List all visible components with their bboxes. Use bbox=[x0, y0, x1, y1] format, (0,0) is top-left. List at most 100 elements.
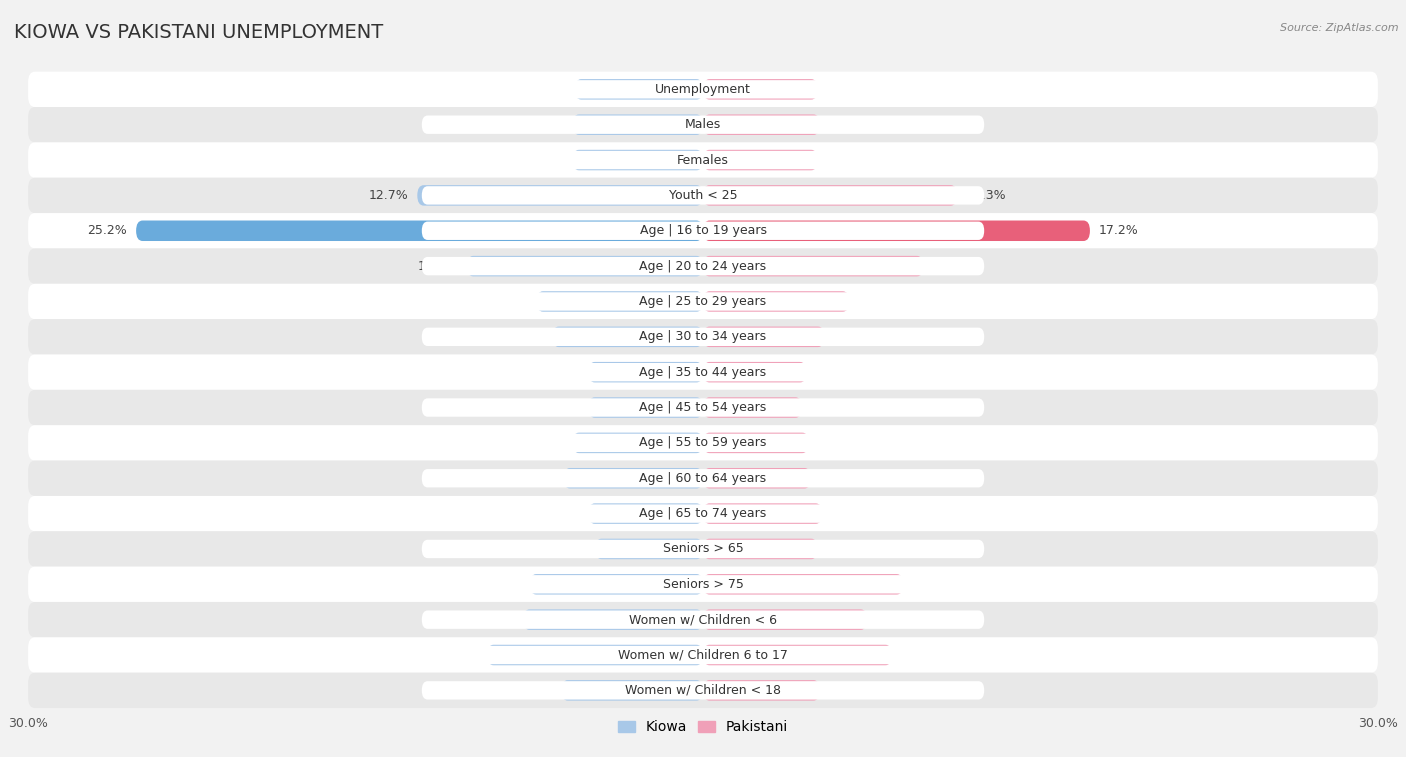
FancyBboxPatch shape bbox=[703, 326, 824, 347]
FancyBboxPatch shape bbox=[703, 291, 849, 312]
Text: 5.1%: 5.1% bbox=[547, 507, 579, 520]
FancyBboxPatch shape bbox=[572, 150, 703, 170]
Text: Seniors > 65: Seniors > 65 bbox=[662, 543, 744, 556]
Text: 4.6%: 4.6% bbox=[815, 366, 848, 378]
Text: Seniors > 75: Seniors > 75 bbox=[662, 578, 744, 590]
Text: 5.1%: 5.1% bbox=[827, 83, 859, 96]
FancyBboxPatch shape bbox=[703, 574, 903, 594]
Text: 10.5%: 10.5% bbox=[418, 260, 458, 273]
FancyBboxPatch shape bbox=[422, 222, 984, 240]
Text: Age | 35 to 44 years: Age | 35 to 44 years bbox=[640, 366, 766, 378]
FancyBboxPatch shape bbox=[595, 539, 703, 559]
Text: 17.2%: 17.2% bbox=[1099, 224, 1139, 237]
FancyBboxPatch shape bbox=[422, 575, 984, 593]
FancyBboxPatch shape bbox=[422, 257, 984, 276]
FancyBboxPatch shape bbox=[703, 256, 924, 276]
FancyBboxPatch shape bbox=[28, 178, 1378, 213]
Text: 12.7%: 12.7% bbox=[368, 189, 408, 202]
FancyBboxPatch shape bbox=[28, 496, 1378, 531]
FancyBboxPatch shape bbox=[703, 114, 820, 135]
FancyBboxPatch shape bbox=[28, 248, 1378, 284]
Text: 5.1%: 5.1% bbox=[827, 154, 859, 167]
FancyBboxPatch shape bbox=[703, 433, 808, 453]
FancyBboxPatch shape bbox=[703, 150, 818, 170]
FancyBboxPatch shape bbox=[588, 397, 703, 418]
FancyBboxPatch shape bbox=[588, 503, 703, 524]
Text: 9.8%: 9.8% bbox=[932, 260, 965, 273]
Text: 5.4%: 5.4% bbox=[834, 330, 865, 344]
Text: Females: Females bbox=[678, 154, 728, 167]
FancyBboxPatch shape bbox=[28, 319, 1378, 354]
FancyBboxPatch shape bbox=[467, 256, 703, 276]
Text: 4.8%: 4.8% bbox=[820, 472, 852, 484]
Text: Age | 45 to 54 years: Age | 45 to 54 years bbox=[640, 401, 766, 414]
FancyBboxPatch shape bbox=[422, 186, 984, 204]
Text: Males: Males bbox=[685, 118, 721, 131]
FancyBboxPatch shape bbox=[703, 468, 811, 488]
Text: Women w/ Children < 6: Women w/ Children < 6 bbox=[628, 613, 778, 626]
FancyBboxPatch shape bbox=[523, 609, 703, 630]
FancyBboxPatch shape bbox=[28, 425, 1378, 460]
FancyBboxPatch shape bbox=[703, 220, 1090, 241]
FancyBboxPatch shape bbox=[572, 114, 703, 135]
Text: 6.2%: 6.2% bbox=[523, 472, 554, 484]
Text: Age | 25 to 29 years: Age | 25 to 29 years bbox=[640, 295, 766, 308]
FancyBboxPatch shape bbox=[28, 637, 1378, 673]
FancyBboxPatch shape bbox=[422, 116, 984, 134]
Text: 6.5%: 6.5% bbox=[858, 295, 890, 308]
Text: 5.2%: 5.2% bbox=[830, 684, 860, 697]
Text: Age | 30 to 34 years: Age | 30 to 34 years bbox=[640, 330, 766, 344]
Text: 8.9%: 8.9% bbox=[912, 578, 943, 590]
FancyBboxPatch shape bbox=[703, 645, 891, 665]
Text: Women w/ Children 6 to 17: Women w/ Children 6 to 17 bbox=[619, 649, 787, 662]
Text: Age | 16 to 19 years: Age | 16 to 19 years bbox=[640, 224, 766, 237]
FancyBboxPatch shape bbox=[422, 646, 984, 664]
FancyBboxPatch shape bbox=[28, 284, 1378, 319]
Text: Source: ZipAtlas.com: Source: ZipAtlas.com bbox=[1281, 23, 1399, 33]
FancyBboxPatch shape bbox=[422, 469, 984, 488]
FancyBboxPatch shape bbox=[703, 362, 807, 382]
FancyBboxPatch shape bbox=[537, 291, 703, 312]
Legend: Kiowa, Pakistani: Kiowa, Pakistani bbox=[612, 715, 794, 740]
Text: Age | 65 to 74 years: Age | 65 to 74 years bbox=[640, 507, 766, 520]
FancyBboxPatch shape bbox=[530, 574, 703, 594]
FancyBboxPatch shape bbox=[422, 80, 984, 98]
FancyBboxPatch shape bbox=[422, 610, 984, 629]
Text: 5.7%: 5.7% bbox=[534, 83, 565, 96]
FancyBboxPatch shape bbox=[703, 680, 820, 701]
Text: Unemployment: Unemployment bbox=[655, 83, 751, 96]
FancyBboxPatch shape bbox=[422, 540, 984, 558]
FancyBboxPatch shape bbox=[575, 79, 703, 100]
Text: KIOWA VS PAKISTANI UNEMPLOYMENT: KIOWA VS PAKISTANI UNEMPLOYMENT bbox=[14, 23, 384, 42]
FancyBboxPatch shape bbox=[486, 645, 703, 665]
Text: 5.1%: 5.1% bbox=[547, 366, 579, 378]
FancyBboxPatch shape bbox=[588, 362, 703, 382]
FancyBboxPatch shape bbox=[28, 567, 1378, 602]
Text: 5.8%: 5.8% bbox=[531, 154, 564, 167]
Text: 5.8%: 5.8% bbox=[531, 118, 564, 131]
FancyBboxPatch shape bbox=[561, 680, 703, 701]
FancyBboxPatch shape bbox=[418, 185, 703, 206]
FancyBboxPatch shape bbox=[422, 504, 984, 523]
FancyBboxPatch shape bbox=[703, 609, 868, 630]
FancyBboxPatch shape bbox=[422, 292, 984, 310]
FancyBboxPatch shape bbox=[422, 363, 984, 382]
Text: 6.7%: 6.7% bbox=[512, 330, 543, 344]
FancyBboxPatch shape bbox=[553, 326, 703, 347]
FancyBboxPatch shape bbox=[564, 468, 703, 488]
FancyBboxPatch shape bbox=[422, 681, 984, 699]
FancyBboxPatch shape bbox=[28, 390, 1378, 425]
Text: 5.3%: 5.3% bbox=[831, 507, 863, 520]
FancyBboxPatch shape bbox=[703, 503, 823, 524]
FancyBboxPatch shape bbox=[703, 185, 957, 206]
Text: 7.7%: 7.7% bbox=[489, 578, 520, 590]
Text: 4.7%: 4.7% bbox=[818, 436, 849, 450]
Text: 8.4%: 8.4% bbox=[901, 649, 932, 662]
FancyBboxPatch shape bbox=[422, 398, 984, 416]
FancyBboxPatch shape bbox=[28, 602, 1378, 637]
Text: 9.6%: 9.6% bbox=[446, 649, 478, 662]
Text: Women w/ Children < 18: Women w/ Children < 18 bbox=[626, 684, 780, 697]
FancyBboxPatch shape bbox=[703, 397, 801, 418]
FancyBboxPatch shape bbox=[422, 151, 984, 170]
Text: Youth < 25: Youth < 25 bbox=[669, 189, 737, 202]
